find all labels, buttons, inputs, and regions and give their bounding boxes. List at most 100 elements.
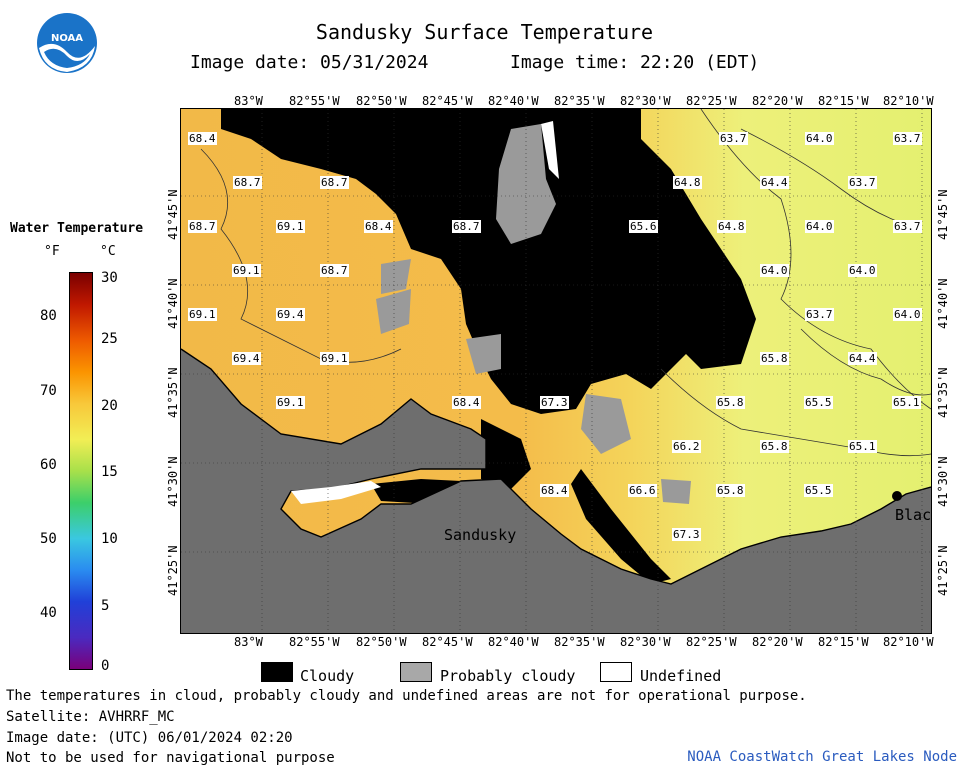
- lon-label-top: 82°15'W: [818, 94, 869, 108]
- temp-label: 69.1: [232, 264, 261, 277]
- cloudy-area: [571, 469, 671, 584]
- satellite-text: Satellite: AVHRRF_MC: [6, 709, 175, 725]
- lon-label-bottom: 82°45'W: [422, 635, 473, 649]
- place-label-sandusky: Sandusky: [444, 526, 517, 544]
- lat-label-right: 41°35'N: [936, 367, 950, 418]
- lon-label-bottom: 82°35'W: [554, 635, 605, 649]
- lon-label-bottom: 82°20'W: [752, 635, 803, 649]
- temp-label: 65.1: [892, 396, 921, 409]
- temp-label: 65.5: [804, 484, 833, 497]
- temp-label: 68.4: [364, 220, 393, 233]
- lon-label-top: 82°50'W: [356, 94, 407, 108]
- lon-label-top: 82°45'W: [422, 94, 473, 108]
- lon-label-top: 82°35'W: [554, 94, 605, 108]
- temp-label: 68.7: [320, 264, 349, 277]
- f-tick: 70: [40, 383, 57, 399]
- temp-label: 65.5: [804, 396, 833, 409]
- lon-label-top: 82°40'W: [488, 94, 539, 108]
- key-undefined-label: Undefined: [640, 667, 722, 685]
- temp-label: 63.7: [805, 308, 834, 321]
- lat-label-left: 41°35'N: [166, 367, 180, 418]
- f-tick: 80: [40, 308, 57, 324]
- lon-label-top: 82°30'W: [620, 94, 671, 108]
- land-area: [181, 349, 931, 633]
- temp-label: 64.0: [848, 264, 877, 277]
- temp-label: 64.8: [673, 176, 702, 189]
- temp-label: 69.4: [232, 352, 261, 365]
- key-probably-cloudy-label: Probably cloudy: [440, 667, 576, 685]
- temp-label: 64.0: [805, 132, 834, 145]
- coastline: [181, 348, 931, 585]
- utc-date-text: Image date: (UTC) 06/01/2024 02:20: [6, 730, 293, 746]
- temp-label: 68.4: [188, 132, 217, 145]
- temp-label: 69.1: [320, 352, 349, 365]
- lat-label-left: 41°40'N: [166, 278, 180, 329]
- probably-cloudy-area: [381, 259, 411, 294]
- cloudy-area: [481, 419, 531, 489]
- unit-fahrenheit: °F: [44, 244, 60, 259]
- c-tick: 15: [101, 464, 118, 480]
- temp-label: 65.1: [848, 440, 877, 453]
- lon-label-top: 82°20'W: [752, 94, 803, 108]
- place-label-black: Blac: [895, 506, 932, 524]
- lon-label-bottom: 83°W: [234, 635, 263, 649]
- disclaimer-text: The temperatures in cloud, probably clou…: [6, 688, 807, 704]
- noaa-logo-text: NOAA: [51, 33, 83, 44]
- lat-label-right: 41°40'N: [936, 278, 950, 329]
- temp-label: 63.7: [719, 132, 748, 145]
- temp-label: 63.7: [848, 176, 877, 189]
- temp-label: 64.0: [760, 264, 789, 277]
- image-time: Image time: 22:20 (EDT): [510, 52, 760, 73]
- lon-label-bottom: 82°40'W: [488, 635, 539, 649]
- legend-title: Water Temperature: [10, 221, 144, 236]
- lat-label-right: 41°30'N: [936, 456, 950, 507]
- probably-cloudy-area: [496, 124, 556, 244]
- undefined-area: [291, 481, 381, 504]
- probably-cloudy-area: [661, 479, 691, 504]
- undefined-area: [541, 121, 559, 179]
- probably-cloudy-area: [581, 394, 631, 454]
- probably-cloudy-area: [466, 334, 501, 374]
- color-scale-bar: [69, 272, 93, 670]
- temp-label: 64.0: [805, 220, 834, 233]
- map-title: Sandusky Surface Temperature: [315, 20, 654, 44]
- key-undefined-swatch: [600, 662, 632, 682]
- temp-label: 63.7: [893, 220, 922, 233]
- temp-label: 64.4: [848, 352, 877, 365]
- graticule: [181, 109, 931, 633]
- temp-label: 68.7: [233, 176, 262, 189]
- cloudy-area: [381, 169, 421, 204]
- temp-label: 68.4: [540, 484, 569, 497]
- temp-label: 66.2: [672, 440, 701, 453]
- temp-label: 63.7: [893, 132, 922, 145]
- lon-label-bottom: 82°55'W: [289, 635, 340, 649]
- lon-label-bottom: 82°10'W: [883, 635, 934, 649]
- temp-label: 65.8: [760, 440, 789, 453]
- unit-celsius: °C: [100, 244, 116, 259]
- f-tick: 50: [40, 531, 57, 547]
- temp-label: 68.7: [188, 220, 217, 233]
- temp-label: 66.6: [628, 484, 657, 497]
- c-tick: 5: [101, 598, 110, 614]
- probably-cloudy-area: [376, 289, 411, 334]
- lon-label-bottom: 82°25'W: [686, 635, 737, 649]
- city-marker: [892, 491, 902, 501]
- temp-label: 65.8: [716, 396, 745, 409]
- c-tick: 20: [101, 398, 118, 414]
- temp-label: 64.4: [760, 176, 789, 189]
- temp-label: 65.8: [716, 484, 745, 497]
- map-graphic: [181, 109, 931, 633]
- temp-label: 69.4: [276, 308, 305, 321]
- lon-label-top: 82°10'W: [883, 94, 934, 108]
- isotherm: [660, 368, 931, 457]
- temp-label: 68.4: [452, 396, 481, 409]
- temp-label: 64.8: [717, 220, 746, 233]
- key-cloudy-label: Cloudy: [300, 667, 355, 685]
- noaa-logo: NOAA: [36, 12, 98, 74]
- temp-label: 69.1: [276, 396, 305, 409]
- c-tick: 10: [101, 531, 118, 547]
- lon-label-top: 82°55'W: [289, 94, 340, 108]
- isotherm: [700, 109, 931, 410]
- temp-label: 67.3: [540, 396, 569, 409]
- temp-label: 69.1: [276, 220, 305, 233]
